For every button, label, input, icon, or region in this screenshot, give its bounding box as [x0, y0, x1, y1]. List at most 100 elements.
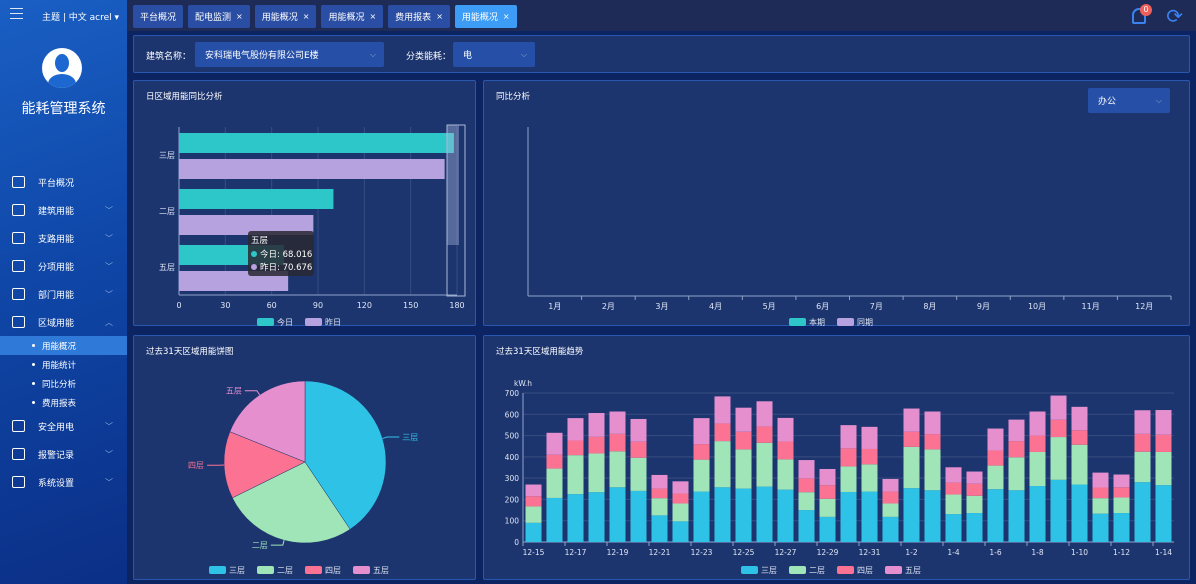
bar-segment-三层	[1155, 485, 1172, 542]
sidebar-item-branch[interactable]: 支路用能 ﹀	[0, 224, 127, 252]
close-icon[interactable]: ×	[369, 12, 377, 21]
chevron-down-icon: ⌵	[369, 49, 376, 59]
sidebar-item-settings[interactable]: 系统设置 ﹀	[0, 468, 127, 496]
close-icon[interactable]: ×	[302, 12, 310, 21]
bar-segment-五层	[903, 408, 920, 432]
x-tick-label: 12-31	[859, 548, 881, 557]
bar-segment-四层	[819, 485, 836, 499]
bar-segment-五层	[861, 426, 878, 449]
bar-segment-三层	[777, 489, 794, 542]
sidebar-subitem[interactable]: 费用报表	[0, 393, 127, 412]
bar-segment-二层	[1134, 451, 1151, 483]
legend-swatch	[257, 318, 274, 326]
sidebar-item-folder[interactable]: 部门用能 ﹀	[0, 280, 127, 308]
bar-segment-二层	[630, 457, 647, 491]
user-bar[interactable]: 主题 | 中文 acrel ▾	[42, 13, 119, 23]
bar-segment-五层	[1113, 474, 1130, 488]
bar-segment-五层	[567, 418, 584, 441]
bar-segment-二层	[1092, 498, 1109, 514]
bar-segment-二层	[1071, 444, 1088, 485]
bell-icon[interactable]	[1132, 8, 1146, 24]
tab-1[interactable]: 配电监测 ×	[188, 5, 250, 28]
label-line	[244, 390, 261, 396]
pie-label: 五层	[226, 387, 242, 396]
bar-segment-四层	[588, 436, 605, 454]
close-icon[interactable]: ×	[436, 12, 443, 21]
x-tick-label: 1-2	[905, 548, 917, 557]
sidebar-item-gauge[interactable]: 分项用能 ﹀	[0, 252, 127, 280]
x-tick-label: 180	[449, 301, 464, 310]
category-select[interactable]: 电 ⌵	[453, 42, 535, 67]
bar-segment-五层	[756, 401, 773, 427]
tab-4[interactable]: 费用报表 ×	[388, 5, 450, 28]
x-tick-label: 12-27	[775, 548, 797, 557]
x-tick-label: 12-29	[817, 548, 839, 557]
bar-segment-四层	[840, 448, 857, 467]
legend-swatch	[353, 566, 370, 574]
bar-segment-五层	[777, 417, 794, 442]
building-select[interactable]: 安科瑞电气股份有限公司E楼 ⌵	[195, 42, 384, 67]
tab-3[interactable]: 用能概况 ×	[321, 5, 384, 28]
bar-segment-四层	[609, 433, 626, 452]
panel-title: 同比分析	[496, 92, 531, 102]
sidebar-item-monitor[interactable]: 平台概况	[0, 168, 127, 196]
bar-segment-三层	[735, 488, 752, 542]
refresh-icon[interactable]: ⟳	[1166, 4, 1183, 28]
sidebar-item-region[interactable]: 区域用能 ︿	[0, 308, 127, 336]
legend-label: 三层	[229, 566, 245, 575]
bar-segment-五层	[609, 411, 626, 434]
bar-segment-五层	[1092, 472, 1109, 488]
tab-5[interactable]: 用能概况 ×	[454, 5, 517, 28]
bar-segment-四层	[882, 491, 899, 504]
bar-segment-三层	[1134, 482, 1151, 542]
category-label: 分类能耗：	[406, 52, 452, 62]
type-select[interactable]: 办公 ⌵	[1088, 88, 1170, 113]
bar-segment-三层	[924, 490, 941, 542]
bar-segment-五层	[798, 460, 815, 479]
legend-label: 本期	[809, 317, 825, 327]
x-tick-label: 1-8	[1031, 548, 1043, 557]
sidebar-subitem[interactable]: 同比分析	[0, 374, 127, 393]
bar-segment-五层	[588, 413, 605, 437]
tooltip-title: 五层	[251, 236, 268, 246]
legend-label: 三层	[761, 566, 777, 575]
sidebar-item-document[interactable]: 报警记录 ﹀	[0, 440, 127, 468]
tab-2[interactable]: 用能概况 ×	[254, 5, 317, 28]
bar-segment-四层	[651, 488, 668, 499]
hamburger-menu-icon[interactable]	[10, 8, 23, 19]
tab-label: 平台概况	[140, 13, 177, 23]
bar-segment-四层	[777, 441, 794, 460]
sidebar-subitem[interactable]: 用能统计	[0, 355, 127, 374]
tab-0[interactable]: 平台概况	[133, 5, 184, 28]
datazoom-slider[interactable]	[446, 124, 466, 297]
legend-swatch	[209, 566, 226, 574]
sidebar-item-shield[interactable]: 安全用电 ﹀	[0, 412, 127, 440]
bar-segment-四层	[525, 496, 542, 507]
sidebar-subitem[interactable]: 用能概况	[0, 336, 127, 355]
bar-segment-三层	[1008, 490, 1025, 542]
bar-segment-四层	[735, 431, 752, 450]
bar-segment-五层	[882, 478, 899, 492]
close-icon[interactable]: ×	[236, 12, 243, 21]
datazoom-handle[interactable]	[447, 125, 459, 245]
bar-segment-五层	[924, 411, 941, 435]
bar-segment-二层	[1113, 497, 1130, 514]
chevron-down-icon: ﹀	[105, 421, 113, 431]
bar-segment-五层	[945, 467, 962, 483]
yoy-panel: 同比分析 办公 ⌵ 1月 2月 3月 4月 5月 6月 7月 8月 9月 10月 11月 12月 本期 同期	[483, 80, 1190, 327]
bar-segment-二层	[882, 503, 899, 517]
bar-segment-五层	[546, 432, 563, 455]
bar-segment-四层	[966, 483, 983, 496]
close-icon[interactable]: ×	[502, 12, 510, 21]
bar-segment-四层	[1008, 441, 1025, 458]
bar-segment-三层	[588, 492, 605, 542]
bar-segment-五层	[966, 471, 983, 484]
y-tick-label: 400	[505, 453, 520, 462]
chevron-down-icon: ⌵	[520, 49, 527, 59]
sidebar-item-label: 区域用能	[38, 318, 75, 329]
sidebar-item-building[interactable]: 建筑用能 ﹀	[0, 196, 127, 224]
bar-segment-二层	[945, 494, 962, 515]
legend-label: 二层	[809, 566, 825, 575]
tab-label: 用能概况	[261, 13, 298, 23]
y-tick-label: 500	[505, 432, 520, 441]
